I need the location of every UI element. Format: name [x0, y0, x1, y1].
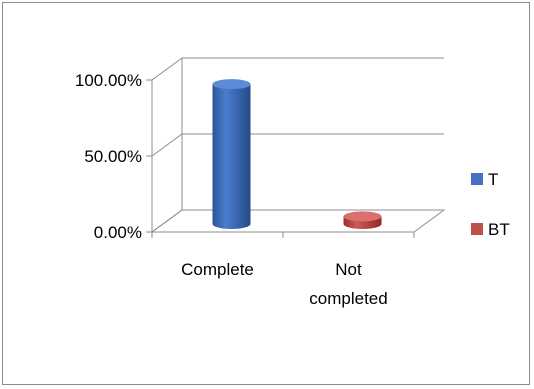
side-gridline-2: [151, 57, 183, 81]
legend-label-BT: BT: [488, 220, 510, 239]
legend-swatch-BT: [471, 223, 483, 235]
bar-top-BT: [343, 211, 382, 222]
legend-label-T: T: [488, 170, 498, 189]
floor: [150, 209, 446, 233]
bar-T-0: [212, 79, 251, 229]
bars: [212, 79, 382, 229]
category-label-1-0: Not: [335, 260, 362, 279]
legend: T BT: [471, 170, 510, 239]
legend-swatch-T: [471, 173, 483, 185]
y-axis-tick-labels: 0.00% 50.00% 100.00%: [75, 71, 142, 242]
bar-BT-1: [343, 211, 382, 229]
y-tick-label-2: 100.00%: [75, 71, 142, 90]
axes: [146, 58, 446, 238]
category-label-1-1: completed: [309, 289, 387, 308]
y-tick-label-1: 50.00%: [84, 147, 142, 166]
category-label-0-0: Complete: [181, 260, 254, 279]
chart-frame: [2, 2, 530, 385]
x-axis-category-labels: Complete Not completed: [181, 260, 388, 308]
y-tick-label-0: 0.00%: [94, 223, 142, 242]
bar-top-T: [212, 79, 251, 90]
side-gridline-1: [151, 133, 183, 157]
gridlines: [151, 57, 444, 233]
bar-body-T: [212, 84, 251, 229]
